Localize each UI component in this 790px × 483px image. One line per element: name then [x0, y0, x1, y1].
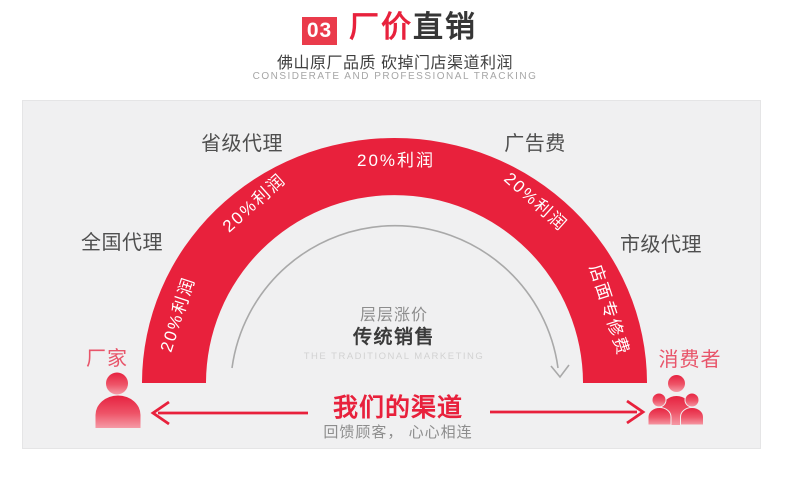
- price-flow-arrowhead-icon: [550, 364, 570, 379]
- section-title: 厂价直销: [349, 9, 477, 47]
- our-channel-title: 我们的渠道: [333, 393, 463, 422]
- manufacturer-person-icon: [95, 372, 141, 428]
- channel-arrow-left-icon: [150, 400, 170, 426]
- our-channel-tagline: 回馈顾客， 心心相连: [323, 424, 472, 441]
- tier-label-provincial-agent: 省级代理: [201, 132, 283, 155]
- traditional-sales-subtitle-en: THE TRADITIONAL MARKETING: [304, 351, 485, 362]
- arch-segment-label: 20%利润: [357, 151, 435, 170]
- section-title-rest: 直销: [413, 11, 477, 44]
- section-title-highlight: 厂价: [349, 11, 413, 44]
- tier-label-city-agent: 市级代理: [620, 233, 702, 256]
- markup-arch: [142, 137, 647, 383]
- tier-label-advertising-fee: 广告费: [504, 132, 566, 155]
- manufacturer-label: 厂家: [86, 347, 128, 370]
- channel-arrow-right-icon: [626, 399, 646, 425]
- consumer-label: 消费者: [659, 348, 722, 371]
- tier-label-national-agent: 全国代理: [81, 231, 163, 254]
- traditional-price-note: 层层涨价: [360, 306, 428, 324]
- section-subtitle-en: CONSIDERATE AND PROFESSIONAL TRACKING: [252, 71, 538, 82]
- section-number-badge: 03: [302, 17, 337, 45]
- section-subtitle: 佛山原厂品质 砍掉门店渠道利润: [277, 55, 513, 72]
- traditional-sales-title: 传统销售: [352, 325, 435, 348]
- consumer-group-icon: [647, 375, 704, 426]
- price-flow-arc: [231, 224, 559, 369]
